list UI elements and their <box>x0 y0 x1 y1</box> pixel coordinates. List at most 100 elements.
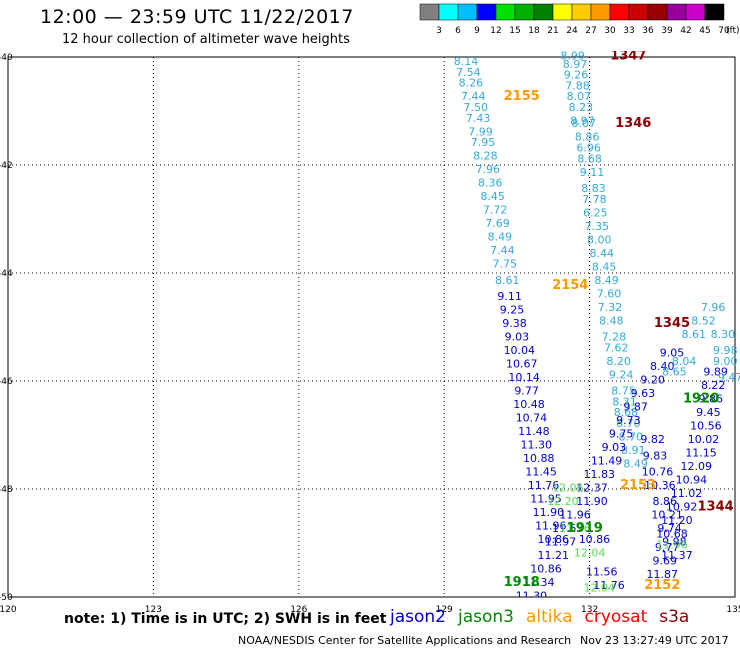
swh-value-point: 11.49 <box>591 455 623 468</box>
swh-value-point: 8.49 <box>623 457 648 470</box>
swh-value-point: 12.37 <box>576 482 608 495</box>
swh-value-point: 11.96 <box>535 520 567 533</box>
swh-value-point: 10.74 <box>516 412 548 425</box>
swh-value-point: 12.06 <box>552 482 584 495</box>
swh-value-point: 7.78 <box>582 193 607 206</box>
swh-value-point: 11.57 <box>552 522 584 535</box>
lon-tick-label: 132 <box>581 605 598 615</box>
swh-value-point: 9.03 <box>505 331 530 344</box>
swh-value-point: 11.96 <box>656 538 688 551</box>
swh-value-point: 11.90 <box>533 506 565 519</box>
swh-value-point: 9.03 <box>602 441 627 454</box>
colorbar-swatch <box>704 3 725 21</box>
swh-value-point: 8.45 <box>480 190 505 203</box>
swh-value-point: 9.11 <box>580 166 605 179</box>
swh-value-point: 12.04 <box>584 582 616 595</box>
swh-value-point: 9.20 <box>640 374 665 387</box>
swh-value-point: 10.68 <box>656 528 688 541</box>
swh-value-point: 10.56 <box>690 420 722 433</box>
swh-value-point: 8.65 <box>662 366 687 379</box>
colorbar-tick-label: 39 <box>661 26 673 36</box>
swh-value-point: 8.68 <box>577 152 602 165</box>
page-subtitle: 12 hour collection of altimeter wave hei… <box>62 32 350 47</box>
swh-value-point: 11.96 <box>559 509 591 522</box>
swh-value-point: 11.87 <box>647 568 679 581</box>
lon-tick-label: 123 <box>145 605 162 615</box>
swh-value-point: 8.48 <box>599 314 624 327</box>
swh-value-point: 11.96 <box>559 522 591 535</box>
legend-jason3: jason3 <box>458 607 514 627</box>
swh-value-point: 7.28 <box>602 331 627 344</box>
swh-value-point: 11.45 <box>525 466 557 479</box>
colorbar-tick-label: 24 <box>566 26 578 36</box>
swh-value-point: 11.76 <box>528 479 560 492</box>
colorbar-tick-label: 36 <box>642 26 654 36</box>
pass-time-label: 2155 <box>504 89 540 104</box>
pass-time-label: 1920 <box>683 392 719 407</box>
swh-value-point: 10.04 <box>504 344 536 357</box>
swh-value-point: 10.94 <box>676 474 708 487</box>
swh-value-point: 7.35 <box>585 220 610 233</box>
swh-value-point: 11.34 <box>523 576 555 589</box>
swh-value-point: 10.48 <box>513 398 545 411</box>
swh-value-point: 9.47 <box>718 371 740 384</box>
swh-value-point: 10.21 <box>651 509 683 522</box>
pass-time-label: 1347 <box>610 49 646 64</box>
swh-value-point: 9.87 <box>623 401 648 414</box>
pass-time-label: 2154 <box>552 278 588 293</box>
swh-value-point: 11.83 <box>584 468 616 481</box>
colorbar-tick-label: 45 <box>699 26 710 36</box>
swh-value-point: 7.88 <box>565 79 590 92</box>
lat-tick-label: -44 <box>0 269 13 279</box>
swh-value-point: 9.75 <box>609 428 634 441</box>
swh-value-point: 7.96 <box>476 163 501 176</box>
swh-value-point: 11.20 <box>661 514 693 527</box>
swh-value-point: 10.02 <box>688 433 720 446</box>
colorbar-tick-label: 3 <box>436 26 442 36</box>
swh-value-point: 7.75 <box>493 258 518 271</box>
swh-value-point: 11.48 <box>518 425 550 438</box>
satellite-legend: jason2 jason3 altika cryosat s3a <box>390 607 701 627</box>
pass-time-label: 1345 <box>654 316 690 331</box>
swh-value-point: 10.92 <box>666 501 698 514</box>
map-frame <box>7 56 736 598</box>
swh-value-point: 8.20 <box>606 355 631 368</box>
swh-value-point: 12.09 <box>680 460 712 473</box>
swh-value-point: 8.49 <box>488 231 513 244</box>
swh-value-point: 8.83 <box>581 182 606 195</box>
pass-time-label: 1346 <box>615 116 651 131</box>
swh-value-point: 10.86 <box>579 533 611 546</box>
swh-value-point: 8.61 <box>495 274 520 287</box>
lat-tick-label: -42 <box>0 161 13 171</box>
pass-time-label: 1918 <box>504 575 540 590</box>
colorbar-tick-label: 70 <box>718 26 730 36</box>
lon-tick-label: 129 <box>436 605 453 615</box>
swh-value-point: 9.86 <box>699 393 724 406</box>
swh-value-point: 9.89 <box>703 366 728 379</box>
swh-value-point: 11.95 <box>530 493 562 506</box>
swh-value-point: 8.52 <box>691 314 716 327</box>
credit-line: NOAA/NESDIS Center for Satellite Applica… <box>238 634 572 647</box>
swh-value-point: 11.30 <box>516 590 548 603</box>
swh-value-point: 7.72 <box>483 204 508 217</box>
swh-value-point: 9.82 <box>640 433 665 446</box>
swh-value-point: 8.31 <box>612 395 637 408</box>
swh-value-point: 10.76 <box>642 466 674 479</box>
swh-value-point: 9.69 <box>652 555 677 568</box>
swh-value-point: 7.62 <box>604 341 629 354</box>
swh-value-point: 8.04 <box>672 355 697 368</box>
swh-value-point: 10.86 <box>530 563 562 576</box>
pass-time-label: 2153 <box>620 478 656 493</box>
lon-tick-label: 135 <box>726 605 740 615</box>
legend-s3a: s3a <box>659 607 690 627</box>
swh-value-point: 8.97 <box>570 115 595 128</box>
swh-value-point: 7.95 <box>471 136 496 149</box>
swh-value-point: 8.36 <box>478 177 503 190</box>
swh-value-point: 8.99 <box>560 50 585 63</box>
swh-value-point: 9.98 <box>662 536 687 549</box>
swh-value-point: 9.45 <box>696 406 721 419</box>
colorbar-tick-label: 9 <box>474 26 480 36</box>
swh-value-point: 8.07 <box>567 90 592 103</box>
swh-value-point: 8.86 <box>575 131 600 144</box>
